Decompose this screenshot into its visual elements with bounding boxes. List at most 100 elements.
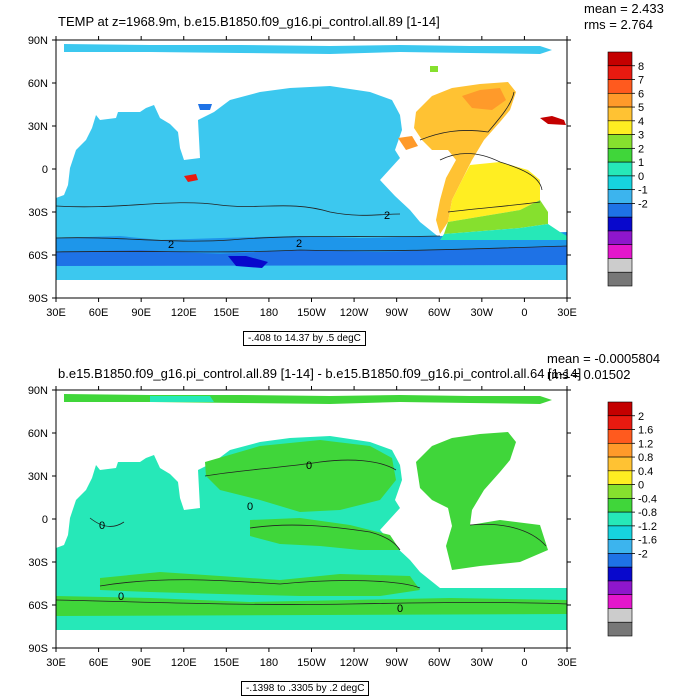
axis-ticks: 30E 60E 90E 120E 150E 180 150W 120W 90W 60W 30W 0 30… bbox=[28, 385, 577, 669]
contour-label: 0 bbox=[99, 520, 105, 532]
y-tick-label: 90N bbox=[28, 35, 48, 47]
contour-lines bbox=[56, 91, 567, 253]
field-red-sea bbox=[184, 174, 198, 182]
colorbar-swatch bbox=[607, 511, 633, 527]
y-tick-label: 30N bbox=[28, 471, 48, 483]
x-tick-label: 120E bbox=[171, 657, 197, 669]
x-tick-label: 60W bbox=[428, 657, 451, 669]
colorbar-swatch bbox=[607, 258, 633, 273]
field-hudson bbox=[198, 104, 212, 110]
colorbar-swatch bbox=[607, 539, 633, 554]
stat-rms: rms = 2.764 bbox=[584, 17, 653, 32]
colorbar-swatch bbox=[607, 525, 633, 540]
field-atlantic-north-warm bbox=[462, 88, 506, 110]
x-tick-label: 180 bbox=[260, 657, 278, 669]
stat-mean: mean = 2.433 bbox=[584, 1, 664, 16]
contour-label: 2 bbox=[168, 239, 174, 251]
x-tick-label: 90W bbox=[385, 657, 408, 669]
y-tick-label: 90N bbox=[28, 385, 48, 397]
colorbar-label: 3 bbox=[638, 130, 644, 142]
contour-lines bbox=[56, 459, 567, 605]
range-label: -.408 to 14.37 by .5 degC bbox=[248, 333, 361, 344]
contour-label: 0 bbox=[118, 591, 124, 603]
field-equatorial-green bbox=[250, 518, 400, 550]
colorbar-swatch bbox=[607, 429, 633, 444]
x-tick-label: 150W bbox=[297, 657, 326, 669]
colorbar-label: -1 bbox=[638, 185, 648, 197]
field-southern-deep bbox=[56, 246, 567, 266]
colorbar-swatch bbox=[607, 608, 633, 623]
field-indopacific bbox=[56, 86, 567, 280]
map-field: 0 0 0 0 0 bbox=[56, 394, 567, 630]
range-label-box: -.408 to 14.37 by .5 degC bbox=[243, 331, 366, 346]
field-arctic-teal bbox=[150, 396, 214, 402]
colorbar-label: 6 bbox=[638, 88, 644, 100]
colorbar-label: 0.4 bbox=[638, 466, 653, 478]
x-tick-label: 120W bbox=[340, 307, 369, 319]
contour-line bbox=[439, 153, 543, 191]
field-gulf-mexico bbox=[398, 136, 418, 150]
y-tick-label: 30N bbox=[28, 121, 48, 133]
x-tick-label: 120W bbox=[340, 657, 369, 669]
contour-line bbox=[447, 201, 541, 213]
colorbar-swatch bbox=[607, 189, 633, 204]
x-tick-label: 0 bbox=[521, 307, 527, 319]
map-field: 2 2 2 bbox=[56, 44, 567, 280]
x-tick-label: 30W bbox=[471, 307, 494, 319]
difference-plot: b.e15.B1850.f09_g16.pi_control.all.89 [1… bbox=[28, 351, 660, 669]
colorbar-swatch bbox=[607, 594, 633, 609]
x-tick-label: 0 bbox=[521, 657, 527, 669]
stat-rms: rms = 0.01502 bbox=[547, 367, 630, 382]
x-tick-label: 120E bbox=[171, 307, 197, 319]
colorbar-label: -2 bbox=[638, 548, 648, 560]
x-tick-label: 30E bbox=[46, 657, 66, 669]
colorbar-label: -0.8 bbox=[638, 507, 657, 519]
colorbar-swatch bbox=[607, 134, 633, 149]
x-tick-label: 30E bbox=[46, 307, 66, 319]
x-tick-label: 90E bbox=[131, 307, 151, 319]
axis-ticks: 30E 60E 90E 120E 150E 180 150W 120W 90W 60W 30W 0 30… bbox=[28, 35, 577, 319]
colorbar-swatch bbox=[607, 175, 633, 190]
colorbar: 2 1.61.2 0.8 0.4 0-0.4 -0.8 -1.2 -1.6-2 bbox=[607, 401, 657, 637]
colorbar-label: -1.6 bbox=[638, 535, 657, 547]
contour-line bbox=[419, 91, 515, 141]
range-label: -.1398 to .3305 by .2 degC bbox=[246, 683, 365, 694]
field-north-pacific-green bbox=[205, 440, 396, 512]
field-mediterranean bbox=[540, 116, 566, 125]
x-tick-label: 150W bbox=[297, 307, 326, 319]
colorbar-label: -1.2 bbox=[638, 521, 657, 533]
field-atlantic-south-teal bbox=[440, 224, 567, 240]
y-tick-label: 60N bbox=[28, 428, 48, 440]
y-tick-label: 0 bbox=[42, 164, 48, 176]
colorbar-swatch bbox=[607, 470, 633, 485]
y-tick-label: 60N bbox=[28, 78, 48, 90]
colorbar-swatch bbox=[607, 484, 633, 499]
colorbar-label: 0 bbox=[638, 171, 644, 183]
colorbar-label: 1.6 bbox=[638, 425, 653, 437]
contour-label: 2 bbox=[296, 238, 302, 250]
stat-mean: mean = -0.0005804 bbox=[547, 351, 660, 366]
field-atlantic-south-green bbox=[444, 200, 548, 234]
contour-line bbox=[99, 579, 421, 589]
y-tick-label: 90S bbox=[28, 293, 48, 305]
colorbar-swatch bbox=[607, 442, 633, 458]
colorbar-swatch bbox=[607, 120, 633, 135]
x-tick-label: 30W bbox=[471, 657, 494, 669]
colorbar-swatch bbox=[607, 498, 633, 513]
field-atlantic bbox=[414, 82, 516, 234]
contour-label: 2 bbox=[384, 210, 390, 222]
colorbar-swatch bbox=[607, 79, 633, 94]
colorbar-swatch bbox=[607, 621, 633, 637]
colorbar-label: 8 bbox=[638, 61, 644, 73]
field-ross-sea bbox=[228, 256, 268, 268]
contour-line bbox=[89, 517, 125, 527]
colorbar-swatch bbox=[607, 148, 633, 163]
field-arctic bbox=[64, 394, 552, 404]
colorbar-swatch bbox=[607, 230, 633, 246]
colorbar-swatch bbox=[607, 51, 633, 67]
temperature-plot: TEMP at z=1968.9m, b.e15.B1850.f09_g16.p… bbox=[28, 1, 664, 319]
x-tick-label: 150E bbox=[213, 657, 239, 669]
colorbar-swatch bbox=[607, 580, 633, 596]
colorbar-label: -2 bbox=[638, 198, 648, 210]
